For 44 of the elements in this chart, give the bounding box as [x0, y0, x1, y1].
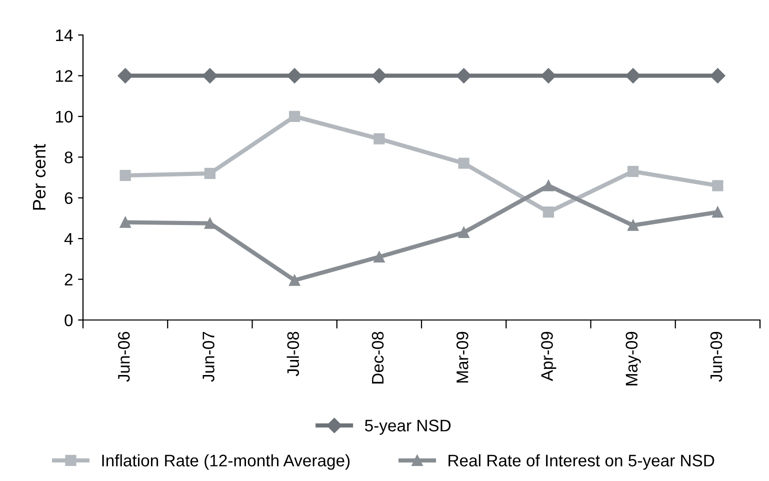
point [628, 166, 639, 177]
point [289, 110, 300, 122]
point [625, 68, 641, 84]
point [456, 68, 472, 84]
point [372, 68, 387, 84]
y-tick-label: 2 [64, 274, 72, 286]
x-tick-label: Jun-06 [118, 332, 130, 382]
point [712, 206, 724, 218]
point [542, 180, 554, 192]
x-tick-label: Jul-08 [286, 332, 300, 376]
point [118, 68, 133, 84]
y-tick-label: 0 [64, 314, 73, 326]
x-tick-label: Dec-08 [372, 332, 384, 384]
point [289, 274, 300, 286]
point [204, 168, 216, 179]
point [542, 206, 554, 218]
point [458, 158, 470, 169]
x-tick-label: Mar-09 [456, 332, 468, 383]
y-tick-label: 14 [56, 30, 73, 42]
point [286, 68, 302, 84]
point [712, 180, 724, 192]
y-tick-label: 12 [56, 70, 72, 82]
y-axis-title: Per cent [33, 144, 46, 210]
y-tick-label: 8 [64, 152, 73, 164]
point [202, 68, 218, 84]
point [628, 220, 639, 231]
point [374, 133, 385, 144]
x-tick-label: May-09 [626, 332, 641, 386]
legend-label: Real Rate of Interest on 5-year NSD [448, 454, 714, 470]
x-tick-label: Jun-09 [710, 332, 722, 382]
y-tick-label: 4 [64, 233, 73, 245]
legend-label: Inflation Rate (12-month Average) [102, 454, 350, 470]
legend-label: 5-year NSD [364, 420, 451, 435]
point [710, 68, 726, 84]
point [120, 216, 131, 228]
point [458, 226, 470, 238]
point [374, 251, 385, 262]
y-tick-label: 10 [56, 110, 73, 123]
x-tick-label: Jun-07 [202, 332, 214, 382]
point [120, 170, 131, 182]
x-tick-label: Apr-09 [541, 332, 556, 382]
point [540, 68, 556, 84]
y-tick-label: 6 [64, 192, 73, 204]
point [204, 218, 216, 229]
